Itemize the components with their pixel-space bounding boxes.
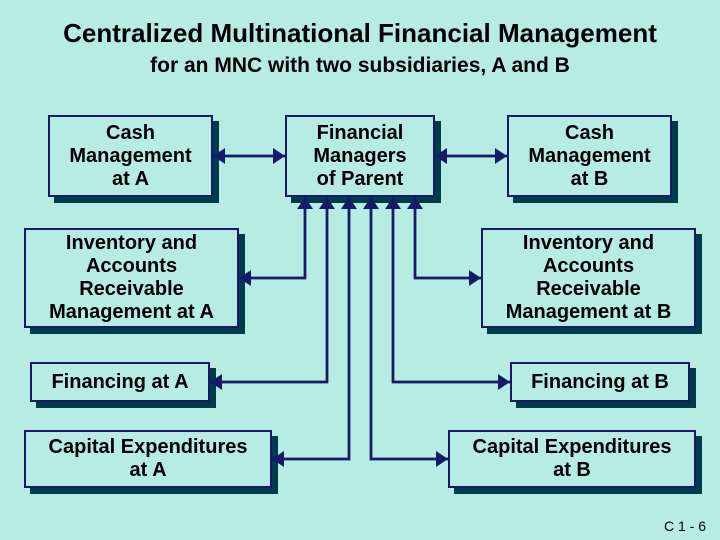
node-cashA: CashManagementat A (48, 115, 213, 197)
node-invA: Inventory andAccountsReceivableManagemen… (24, 228, 239, 328)
node-finA: Financing at A (30, 362, 210, 402)
slide-footer: C 1 - 6 (664, 518, 706, 534)
node-cashB: CashManagementat B (507, 115, 672, 197)
node-capA: Capital Expendituresat A (24, 430, 272, 488)
node-parent: FinancialManagersof Parent (285, 115, 435, 197)
node-invB: Inventory andAccountsReceivableManagemen… (481, 228, 696, 328)
edge-parent-invA (239, 197, 305, 278)
diagram-title: Centralized Multinational Financial Mana… (0, 18, 720, 49)
edge-parent-capA (272, 197, 349, 459)
node-capB: Capital Expendituresat B (448, 430, 696, 488)
edge-parent-invB (415, 197, 481, 278)
diagram-subtitle: for an MNC with two subsidiaries, A and … (0, 54, 720, 78)
node-finB: Financing at B (510, 362, 690, 402)
edge-parent-capB (371, 197, 448, 459)
